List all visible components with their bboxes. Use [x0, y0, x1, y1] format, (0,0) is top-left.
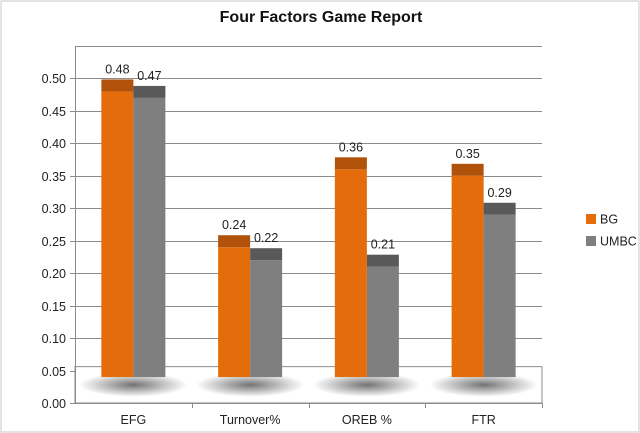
- bar-cap: [366, 254, 399, 267]
- data-label: 0.29: [487, 186, 511, 200]
- y-tick-label: 0.20: [42, 267, 66, 281]
- y-tick-label: 0.30: [42, 202, 66, 216]
- y-tick-label: 0.25: [42, 235, 66, 249]
- bar-bg-ftr: [451, 175, 484, 378]
- x-category-label: EFG: [121, 413, 147, 427]
- bar-cap: [218, 235, 251, 248]
- y-tick-label: 0.00: [42, 397, 66, 411]
- x-category-label: Turnover%: [220, 413, 281, 427]
- data-labels: 0.48 0.47 0.24 0.22 0.36 0.21 0.35 0.29: [105, 62, 512, 251]
- x-axis-categories: EFG Turnover% OREB % FTR: [121, 413, 496, 427]
- bar-cap: [133, 85, 166, 98]
- data-label: 0.35: [455, 147, 479, 161]
- bar-floor-shadow: [312, 372, 421, 397]
- y-tick-label: 0.50: [42, 72, 66, 86]
- data-label: 0.22: [254, 231, 278, 245]
- bar-floor-shadow: [196, 372, 305, 397]
- x-category-label: FTR: [471, 413, 495, 427]
- data-label: 0.47: [137, 69, 161, 83]
- y-tick-label: 0.10: [42, 332, 66, 346]
- bar-umbc-oreb: [366, 266, 399, 378]
- bar-floor-shadow: [79, 372, 188, 397]
- bar-floor-shadow: [429, 372, 538, 397]
- y-tick-label: 0.05: [42, 365, 66, 379]
- axes: [70, 46, 543, 408]
- bar-bg-oreb: [334, 169, 367, 378]
- bar-umbc-turnover: [250, 260, 283, 378]
- legend-label-bg: BG: [600, 213, 618, 227]
- data-label: 0.21: [371, 238, 395, 252]
- bar-umbc-efg: [133, 97, 166, 378]
- data-label: 0.24: [222, 218, 246, 232]
- bar-cap: [334, 157, 367, 170]
- bar-cap: [250, 248, 283, 261]
- data-label: 0.48: [105, 62, 129, 76]
- chart-title: Four Factors Game Report: [220, 9, 423, 26]
- y-tick-label: 0.15: [42, 300, 66, 314]
- bar-cap: [483, 202, 516, 215]
- floor-shadows: [79, 372, 538, 397]
- data-label: 0.36: [339, 140, 363, 154]
- legend: BG UMBC: [586, 213, 637, 249]
- bars: [101, 79, 516, 378]
- bar-umbc-ftr: [483, 214, 516, 378]
- legend-swatch-bg: [586, 214, 596, 224]
- legend-swatch-umbc: [586, 236, 596, 246]
- bar-bg-efg: [101, 91, 134, 378]
- y-tick-label: 0.40: [42, 137, 66, 151]
- y-tick-label: 0.35: [42, 170, 66, 184]
- y-tick-label: 0.45: [42, 105, 66, 119]
- bar-cap: [101, 79, 134, 92]
- x-category-label: OREB %: [342, 413, 392, 427]
- legend-label-umbc: UMBC: [600, 235, 637, 249]
- bar-bg-turnover: [218, 247, 251, 378]
- bar-cap: [451, 163, 484, 176]
- y-axis-ticks: 0.00 0.05 0.10 0.15 0.20 0.25 0.30 0.35 0.40 0.45…: [42, 72, 66, 411]
